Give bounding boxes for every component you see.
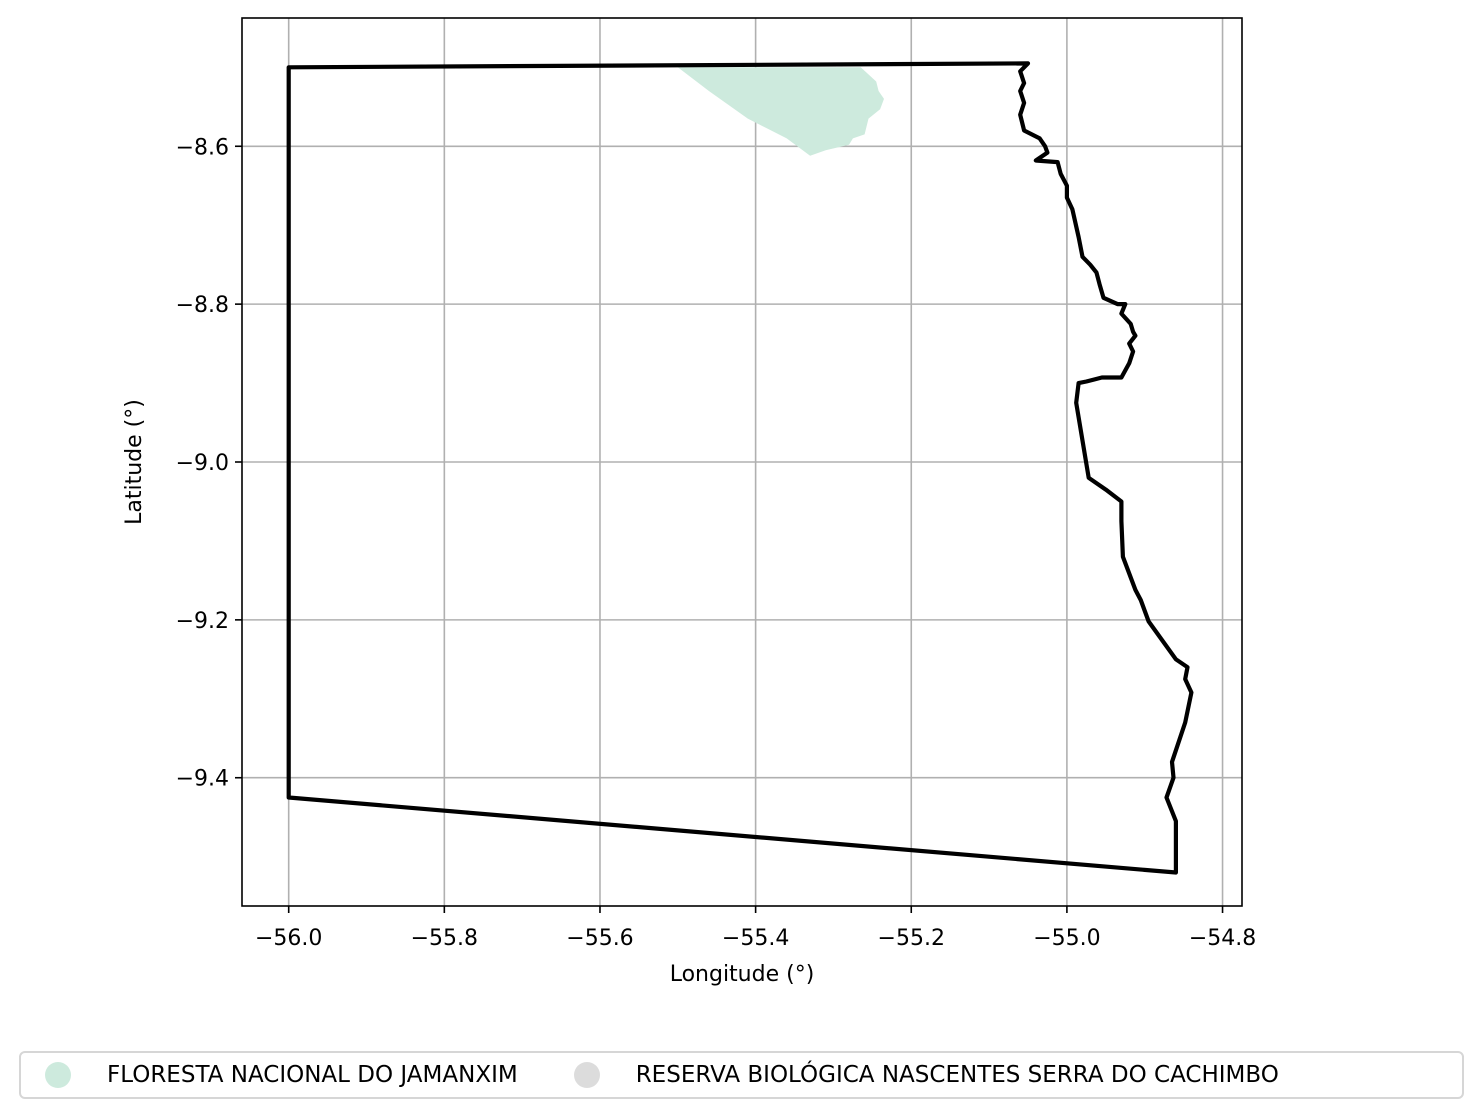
legend-item-jamanxim: FLORESTA NACIONAL DO JAMANXIM xyxy=(45,1062,518,1088)
y-tick-label: −8.6 xyxy=(176,135,229,160)
legend-label-cachimbo: RESERVA BIOLÓGICA NASCENTES SERRA DO CAC… xyxy=(636,1062,1279,1088)
y-axis-label: Latitude (°) xyxy=(122,399,147,525)
legend-marker-jamanxim xyxy=(45,1062,71,1088)
protected-area-0 xyxy=(678,67,884,155)
municipality-boundary xyxy=(289,63,1192,872)
x-axis-label: Longitude (°) xyxy=(670,962,815,987)
legend-marker-cachimbo xyxy=(574,1062,600,1088)
x-tick-label: −56.0 xyxy=(255,926,322,951)
legend: FLORESTA NACIONAL DO JAMANXIM RESERVA BI… xyxy=(19,1051,1464,1099)
x-tick-label: −55.4 xyxy=(722,926,789,951)
boundary-layer xyxy=(289,63,1192,872)
y-tick-label: −9.4 xyxy=(176,767,229,792)
protected-areas-layer xyxy=(678,67,884,155)
legend-item-cachimbo: RESERVA BIOLÓGICA NASCENTES SERRA DO CAC… xyxy=(574,1062,1279,1088)
grid xyxy=(242,18,1242,906)
x-tick-label: −55.6 xyxy=(566,926,633,951)
x-tick-label: −55.2 xyxy=(878,926,945,951)
map-plot: −56.0 −55.8 −55.6 −55.4 −55.2 −55.0 −54.8 −8.6 −… xyxy=(0,0,1484,1040)
legend-label-jamanxim: FLORESTA NACIONAL DO JAMANXIM xyxy=(107,1062,518,1088)
x-tick-label: −55.8 xyxy=(411,926,478,951)
x-tick-label: −54.8 xyxy=(1189,926,1256,951)
y-tick-label: −9.2 xyxy=(176,609,229,634)
x-tick-label: −55.0 xyxy=(1033,926,1100,951)
y-tick-label: −8.8 xyxy=(176,293,229,318)
axis-ticks: −56.0 −55.8 −55.6 −55.4 −55.2 −55.0 −54.8 −8.6 −… xyxy=(176,135,1257,951)
y-tick-label: −9.0 xyxy=(176,451,229,476)
